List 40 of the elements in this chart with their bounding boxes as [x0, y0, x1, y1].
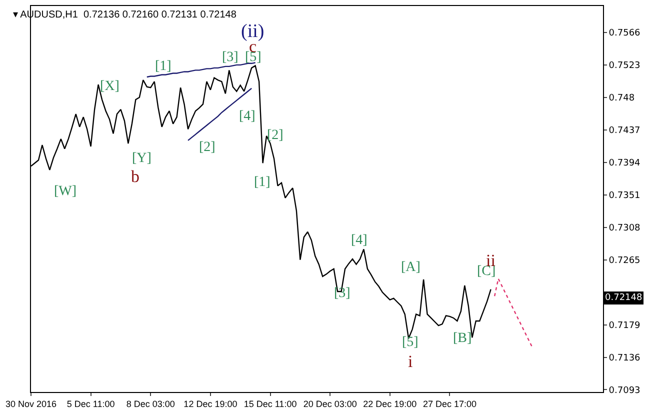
- annotation: [4]: [351, 233, 368, 248]
- line-series: [494, 278, 533, 348]
- y-tick-label: 0.7308: [608, 223, 641, 234]
- annotation: [4]: [239, 109, 256, 124]
- x-tick-label: 27 Dec 17:00: [422, 398, 476, 409]
- x-tick-label: 12 Dec 19:00: [184, 398, 238, 409]
- x-tick-label: 20 Dec 03:00: [303, 398, 357, 409]
- annotation: (ii): [241, 21, 264, 42]
- annotation: [1]: [155, 59, 172, 74]
- y-tick-label: 0.7093: [608, 386, 640, 396]
- x-tick-label: 15 Dec 11:00: [244, 398, 297, 409]
- y-tick-label: 0.7437: [608, 126, 640, 136]
- annotation: [A]: [401, 260, 420, 275]
- annotation: [X]: [100, 79, 120, 94]
- annotation: [2]: [199, 140, 216, 155]
- y-tick-label: 0.7523: [608, 61, 640, 72]
- line-series: [146, 62, 256, 78]
- annotation: [Y]: [132, 151, 152, 166]
- line-series: [187, 88, 252, 142]
- x-tick-label: 8 Dec 03:00: [126, 398, 175, 409]
- x-tick-label: 22 Dec 19:00: [363, 398, 417, 409]
- y-tick-label: 0.7179: [608, 320, 641, 331]
- x-tick-label: 5 Dec 11:00: [66, 398, 115, 409]
- annotation: [B]: [453, 331, 472, 346]
- y-tick-label: 0.748: [608, 94, 635, 104]
- annotation: [3]: [334, 286, 350, 301]
- annotation: [1]: [254, 175, 270, 190]
- annotation: i: [408, 352, 413, 371]
- y-tick-label: 0.7136: [608, 353, 641, 364]
- y-tick-label: 0.7566: [608, 28, 641, 39]
- annotation: [W]: [54, 184, 77, 199]
- y-tick-label: 0.7351: [608, 191, 640, 201]
- annotation: [5]: [402, 335, 418, 350]
- x-tick-label: 30 Nov 2016: [5, 398, 57, 409]
- annotation: b: [131, 167, 140, 186]
- y-tick-label: 0.7265: [608, 256, 640, 266]
- annotation: [3]: [222, 50, 238, 65]
- annotation: [2]: [267, 128, 284, 143]
- annotation: 0.72148: [605, 293, 642, 303]
- y-tick-label: 0.7394: [608, 158, 641, 169]
